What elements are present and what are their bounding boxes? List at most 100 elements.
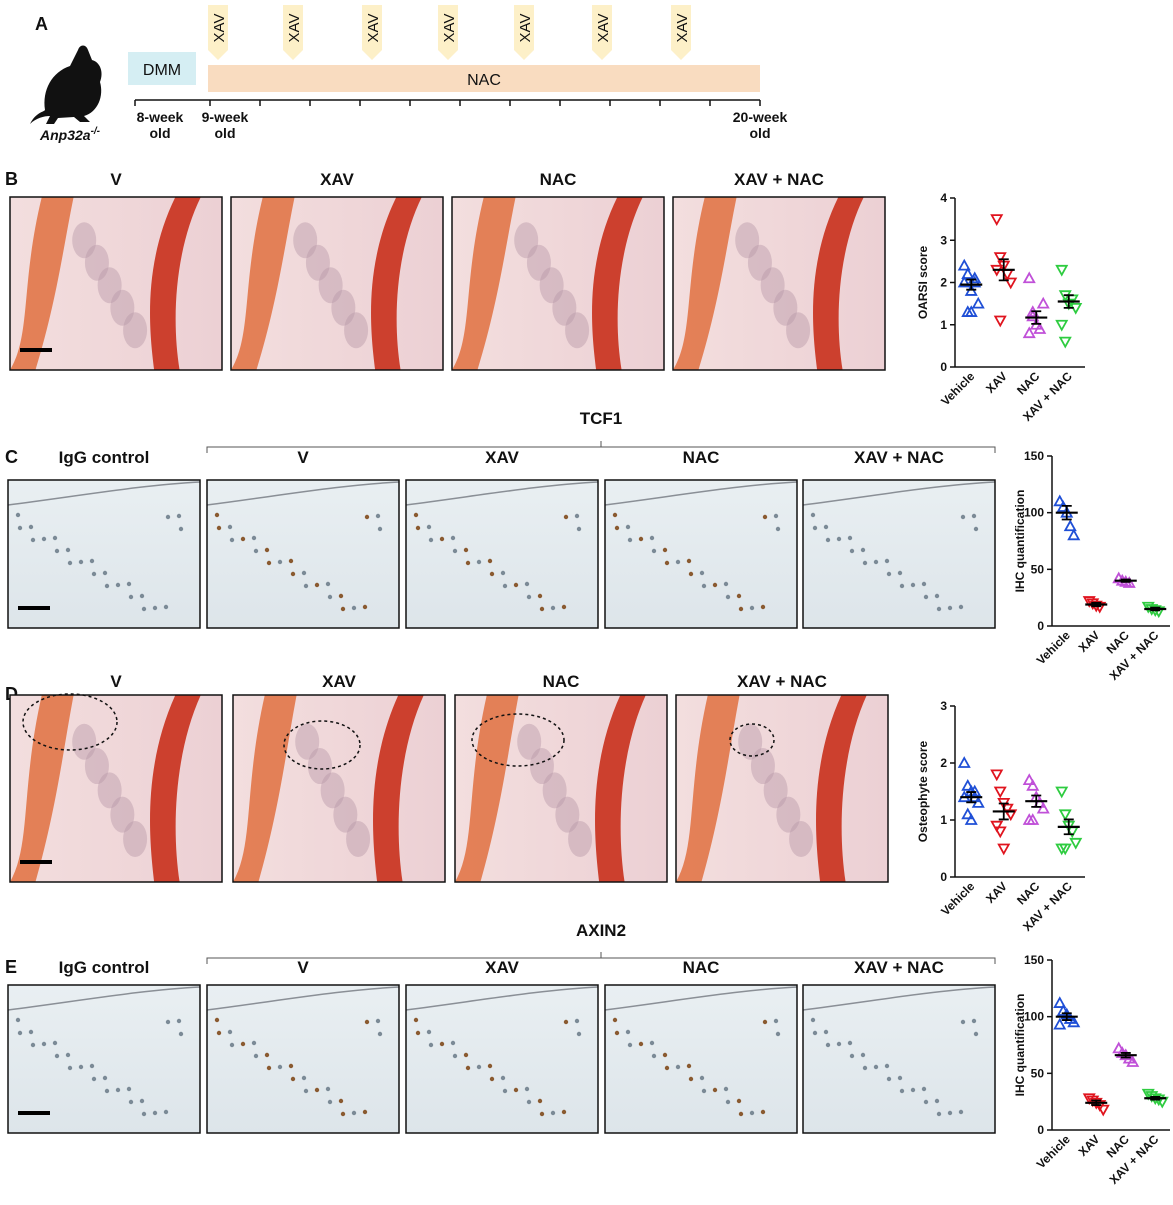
panel-label: C <box>5 447 18 467</box>
dmm-box <box>128 52 196 85</box>
cell <box>971 1018 977 1024</box>
cell <box>41 1041 47 1047</box>
cell <box>15 512 21 518</box>
marrow <box>84 244 109 281</box>
cell <box>325 581 331 587</box>
marrow <box>773 289 798 326</box>
cell <box>487 558 493 564</box>
cell <box>450 535 456 541</box>
cell <box>152 605 158 611</box>
mouse-label-text: Anp32a <box>39 127 91 143</box>
data-point <box>1004 809 1018 822</box>
cell <box>28 524 34 530</box>
data-point <box>993 252 1007 265</box>
data-point <box>1067 1015 1081 1028</box>
cell <box>614 1030 620 1036</box>
data-point <box>1000 803 1014 816</box>
cell <box>686 1063 692 1069</box>
cell <box>686 558 692 564</box>
cell <box>327 1099 333 1105</box>
panel-label: B <box>5 169 18 189</box>
cell <box>115 1087 121 1093</box>
cell <box>115 582 121 588</box>
x-tick-label: Vehicle <box>1034 628 1073 667</box>
image-title: XAV + NAC <box>854 448 944 467</box>
cell <box>428 1042 434 1048</box>
marrow <box>750 748 775 785</box>
cell <box>574 1018 580 1024</box>
image-frame <box>7 479 201 629</box>
marrow <box>97 267 122 304</box>
histology-image <box>405 984 599 1134</box>
error-bar <box>1120 578 1131 583</box>
cell <box>288 1063 294 1069</box>
x-tick-label: NAC <box>1014 369 1043 398</box>
y-tick-label: 2 <box>940 756 947 770</box>
image-title: XAV + NAC <box>737 672 827 691</box>
cell <box>775 1031 781 1037</box>
cell <box>836 1041 842 1047</box>
cell <box>314 1087 320 1093</box>
xav-marker <box>362 5 382 60</box>
image-frame <box>9 694 223 883</box>
cell <box>415 525 421 531</box>
cell <box>738 1111 744 1117</box>
image-title: V <box>297 958 309 977</box>
cell <box>537 1098 543 1104</box>
cell <box>760 1109 766 1115</box>
cell <box>812 525 818 531</box>
cell <box>550 605 556 611</box>
cell <box>860 547 866 553</box>
marrow <box>738 723 763 760</box>
image-bg <box>406 480 598 628</box>
cell <box>823 524 829 530</box>
image-title: V <box>297 448 309 467</box>
mouse-label: Anp32a-/- <box>39 126 101 143</box>
image-title: XAV + NAC <box>734 170 824 189</box>
age-label: 9-week <box>202 109 249 125</box>
data-point <box>1069 837 1083 850</box>
image-title: IgG control <box>59 958 150 977</box>
cell <box>15 1017 21 1023</box>
y-tick-label: 50 <box>1031 1066 1045 1080</box>
data-point <box>971 296 985 309</box>
data-point <box>990 769 1004 782</box>
cell <box>736 1098 742 1104</box>
error-bar <box>1031 310 1042 325</box>
image-frame <box>802 479 996 629</box>
cell <box>749 605 755 611</box>
data-point <box>1036 801 1050 814</box>
marrow <box>763 772 788 809</box>
cell <box>28 1029 34 1035</box>
cell <box>860 1052 866 1058</box>
cell <box>923 1099 929 1105</box>
image-title: XAV <box>485 448 519 467</box>
cell <box>500 1075 506 1081</box>
data-point <box>1058 336 1072 349</box>
marrow <box>333 796 358 833</box>
cell <box>873 559 879 565</box>
cell <box>266 560 272 566</box>
cell <box>936 606 942 612</box>
xav-marker <box>283 5 303 60</box>
marrow <box>305 244 330 281</box>
cell <box>899 583 905 589</box>
cartilage-band <box>595 695 646 882</box>
image-frame <box>675 694 889 883</box>
image-frame <box>230 196 444 371</box>
cell <box>664 1065 670 1071</box>
roi-circle <box>22 693 118 751</box>
roi-circle <box>729 723 775 757</box>
cell <box>502 1088 508 1094</box>
cell <box>934 1098 940 1104</box>
cell <box>104 1088 110 1094</box>
data-point <box>1026 813 1040 825</box>
data-point <box>1022 773 1036 785</box>
cell <box>550 1110 556 1116</box>
cell <box>725 1099 731 1105</box>
xav-marker <box>208 5 228 60</box>
data-point <box>1126 1055 1140 1067</box>
cell <box>539 606 545 612</box>
y-tick-label: 3 <box>940 699 947 713</box>
cell <box>364 1019 370 1025</box>
